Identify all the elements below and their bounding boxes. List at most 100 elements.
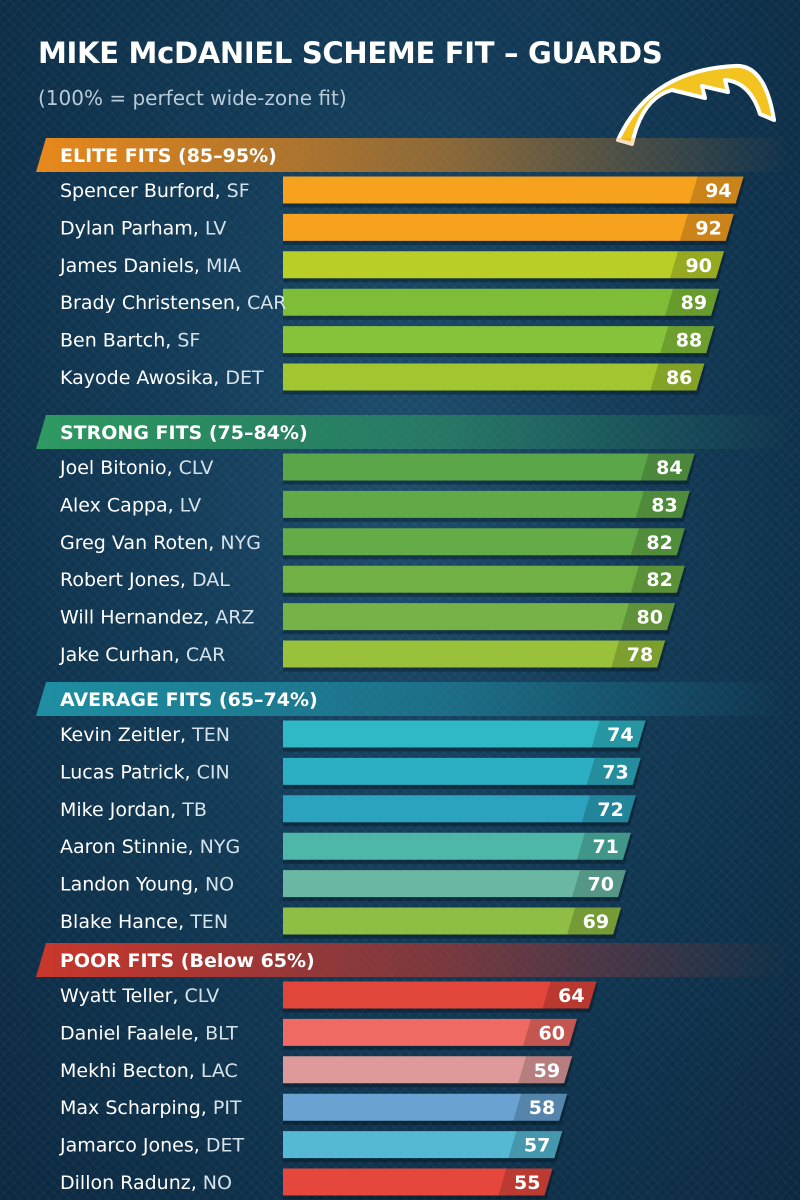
player-name: Dylan Parham, bbox=[60, 217, 205, 239]
player-label-landon-young: Landon Young, NO bbox=[60, 874, 234, 896]
group-header-average-fits-65-74: AVERAGE FITS (65–74%) bbox=[60, 689, 318, 711]
bar-brady-christensen bbox=[283, 288, 720, 316]
player-team: NO bbox=[205, 874, 234, 896]
group-header-band-elite-fits-85-95 bbox=[36, 138, 790, 172]
page-title: MIKE McDANIEL SCHEME FIT – GUARDS bbox=[38, 36, 663, 70]
value-tab-wyatt-teller bbox=[542, 981, 597, 1009]
player-name: Max Scharping, bbox=[60, 1097, 213, 1119]
bar-landon-young bbox=[283, 870, 626, 898]
player-label-james-daniels: James Daniels, MIA bbox=[59, 255, 241, 277]
player-team: SF bbox=[177, 330, 200, 352]
player-team: CLV bbox=[184, 985, 219, 1007]
player-name: Spencer Burford, bbox=[60, 180, 227, 202]
bar-greg-van-roten bbox=[283, 528, 685, 556]
player-label-ben-bartch: Ben Bartch, SF bbox=[60, 330, 200, 352]
value-tab-landon-young bbox=[572, 870, 626, 898]
player-name: Landon Young, bbox=[60, 874, 205, 896]
page-subtitle: (100% = perfect wide-zone fit) bbox=[38, 86, 347, 110]
player-label-will-hernandez: Will Hernandez, ARZ bbox=[60, 607, 254, 629]
player-label-blake-hance: Blake Hance, TEN bbox=[60, 911, 228, 933]
player-name: Daniel Faalele, bbox=[60, 1022, 205, 1044]
bar-kevin-zeitler bbox=[283, 720, 646, 748]
player-label-kevin-zeitler: Kevin Zeitler, TEN bbox=[60, 724, 230, 746]
player-label-greg-van-roten: Greg Van Roten, NYG bbox=[60, 532, 261, 554]
player-name: Mike Jordan, bbox=[60, 799, 182, 821]
player-team: NYG bbox=[200, 836, 241, 858]
player-team: TEN bbox=[189, 911, 228, 933]
value-tab-will-hernandez bbox=[621, 603, 675, 631]
value-tab-jake-curhan bbox=[611, 640, 666, 668]
player-name: Alex Cappa, bbox=[60, 494, 180, 516]
player-team: NYG bbox=[220, 532, 261, 554]
player-name: Jake Curhan, bbox=[59, 644, 186, 666]
player-team: NO bbox=[203, 1172, 232, 1194]
bar-joel-bitonio bbox=[283, 453, 695, 481]
player-label-daniel-faalele: Daniel Faalele, BLT bbox=[60, 1022, 238, 1044]
player-label-jamarco-jones: Jamarco Jones, DET bbox=[59, 1135, 244, 1157]
player-team: LV bbox=[205, 217, 227, 239]
player-team: CLV bbox=[179, 457, 214, 479]
player-label-aaron-stinnie: Aaron Stinnie, NYG bbox=[60, 836, 240, 858]
value-label-ben-bartch: 88 bbox=[676, 330, 702, 352]
player-label-lucas-patrick: Lucas Patrick, CIN bbox=[60, 761, 230, 783]
bar-ben-bartch bbox=[283, 326, 715, 354]
player-name: Ben Bartch, bbox=[60, 330, 177, 352]
value-label-lucas-patrick: 73 bbox=[602, 761, 628, 783]
value-label-jamarco-jones: 57 bbox=[524, 1135, 550, 1157]
value-label-blake-hance: 69 bbox=[583, 911, 609, 933]
player-label-dylan-parham: Dylan Parham, LV bbox=[60, 217, 226, 239]
player-label-joel-bitonio: Joel Bitonio, CLV bbox=[59, 457, 213, 479]
bar-daniel-faalele bbox=[283, 1018, 577, 1046]
player-team: BLT bbox=[205, 1022, 238, 1044]
player-name: Kayode Awosika, bbox=[60, 367, 225, 389]
value-label-brady-christensen: 89 bbox=[681, 292, 707, 314]
player-team: ARZ bbox=[215, 607, 254, 629]
player-label-mike-jordan: Mike Jordan, TB bbox=[60, 799, 207, 821]
value-tab-max-scharping bbox=[513, 1093, 568, 1121]
bar-blake-hance bbox=[283, 907, 622, 935]
value-label-aaron-stinnie: 71 bbox=[592, 836, 618, 858]
bar-jake-curhan bbox=[283, 640, 666, 668]
value-tab-mike-jordan bbox=[581, 795, 636, 823]
player-name: Jamarco Jones, bbox=[59, 1135, 206, 1157]
bar-lucas-patrick bbox=[283, 757, 641, 785]
player-label-wyatt-teller: Wyatt Teller, CLV bbox=[60, 985, 219, 1007]
chargers-bolt-icon bbox=[616, 63, 776, 146]
player-label-alex-cappa: Alex Cappa, LV bbox=[60, 494, 201, 516]
value-label-daniel-faalele: 60 bbox=[539, 1022, 565, 1044]
value-tab-kevin-zeitler bbox=[591, 720, 646, 748]
group-header-poor-fits-below-65: POOR FITS (Below 65%) bbox=[60, 950, 315, 972]
bar-mekhi-becton bbox=[283, 1056, 573, 1084]
value-tab-mekhi-becton bbox=[518, 1056, 573, 1084]
player-name: James Daniels, bbox=[59, 255, 206, 277]
player-name: Aaron Stinnie, bbox=[60, 836, 200, 858]
player-label-dillon-radunz: Dillon Radunz, NO bbox=[60, 1172, 232, 1194]
value-tab-robert-jones bbox=[630, 565, 685, 593]
player-team: MIA bbox=[206, 255, 241, 277]
value-label-dillon-radunz: 55 bbox=[514, 1172, 540, 1194]
player-name: Wyatt Teller, bbox=[60, 985, 184, 1007]
player-name: Blake Hance, bbox=[60, 911, 190, 933]
bar-dylan-parham bbox=[283, 213, 734, 241]
value-label-kevin-zeitler: 74 bbox=[607, 724, 633, 746]
value-label-mike-jordan: 72 bbox=[597, 799, 623, 821]
group-header-band-poor-fits-below-65 bbox=[36, 943, 790, 977]
player-team: PIT bbox=[213, 1097, 242, 1119]
bar-kayode-awosika bbox=[283, 363, 705, 391]
player-name: Robert Jones, bbox=[60, 569, 192, 591]
player-label-max-scharping: Max Scharping, PIT bbox=[60, 1097, 242, 1119]
player-name: Joel Bitonio, bbox=[59, 457, 179, 479]
value-tab-blake-hance bbox=[567, 907, 622, 935]
player-label-brady-christensen: Brady Christensen, CAR bbox=[60, 292, 287, 314]
player-label-robert-jones: Robert Jones, DAL bbox=[60, 569, 230, 591]
value-tab-ben-bartch bbox=[660, 326, 715, 354]
bar-robert-jones bbox=[283, 565, 685, 593]
value-tab-greg-van-roten bbox=[630, 528, 685, 556]
group-header-band-average-fits-65-74 bbox=[36, 682, 790, 716]
player-team: CAR bbox=[247, 292, 286, 314]
value-tab-lucas-patrick bbox=[586, 757, 641, 785]
bar-dillon-radunz bbox=[283, 1168, 553, 1196]
player-name: Mekhi Becton, bbox=[60, 1060, 201, 1082]
player-team: LAC bbox=[201, 1060, 238, 1082]
